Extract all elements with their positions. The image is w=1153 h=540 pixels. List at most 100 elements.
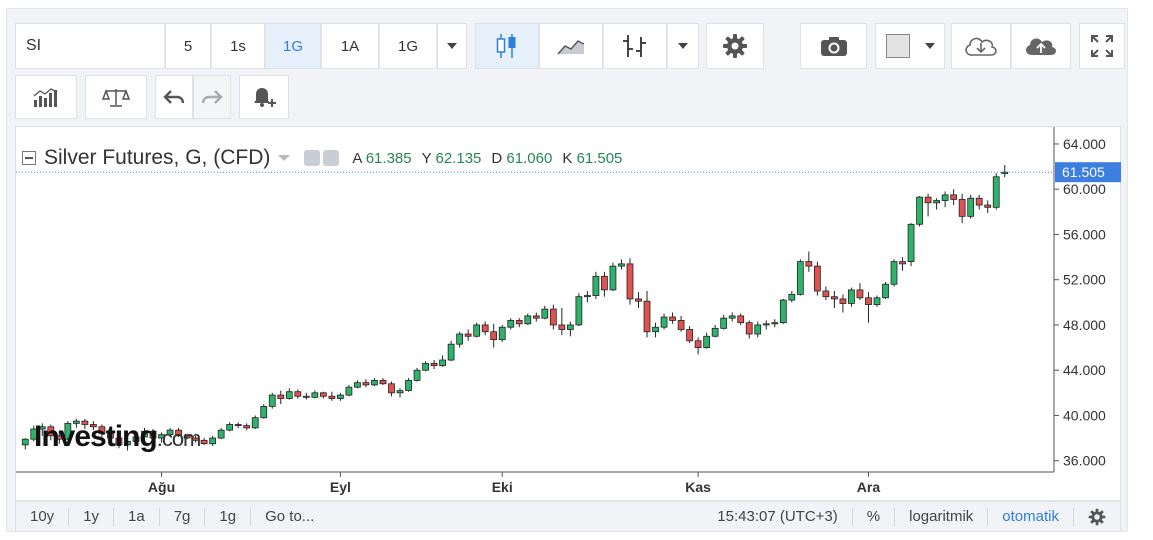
candle[interactable] bbox=[813, 261, 821, 296]
candle[interactable] bbox=[38, 423, 46, 436]
redo-button[interactable] bbox=[193, 75, 231, 119]
candle[interactable] bbox=[21, 438, 29, 450]
candle[interactable] bbox=[532, 312, 540, 322]
candle[interactable] bbox=[98, 424, 106, 437]
candle[interactable] bbox=[890, 259, 898, 287]
bars-style-button[interactable] bbox=[603, 23, 667, 69]
candle[interactable] bbox=[354, 380, 361, 389]
candle[interactable] bbox=[916, 196, 923, 227]
candle[interactable] bbox=[30, 425, 38, 442]
candle[interactable] bbox=[362, 379, 370, 388]
candle[interactable] bbox=[992, 173, 1000, 210]
candle[interactable] bbox=[422, 361, 429, 372]
candles-style-button[interactable] bbox=[475, 23, 539, 69]
candle[interactable] bbox=[771, 319, 779, 328]
candle[interactable] bbox=[779, 298, 787, 324]
candle[interactable] bbox=[260, 404, 268, 419]
screenshot-button[interactable] bbox=[800, 23, 867, 69]
candle[interactable] bbox=[601, 271, 608, 297]
interval-5[interactable]: 5 bbox=[165, 23, 211, 69]
load-layout-button[interactable] bbox=[951, 23, 1011, 69]
candle[interactable] bbox=[984, 200, 992, 213]
candle[interactable] bbox=[865, 292, 872, 323]
candle[interactable] bbox=[158, 432, 165, 443]
candle[interactable] bbox=[703, 332, 711, 349]
candle[interactable] bbox=[856, 283, 864, 301]
area-style-button[interactable] bbox=[539, 23, 603, 69]
gear-icon[interactable] bbox=[323, 150, 340, 166]
candle[interactable] bbox=[294, 389, 302, 399]
candle[interactable] bbox=[907, 223, 915, 267]
candle[interactable] bbox=[660, 313, 668, 330]
candle[interactable] bbox=[183, 433, 191, 440]
candle[interactable] bbox=[217, 427, 225, 440]
candle[interactable] bbox=[924, 193, 932, 217]
undo-button[interactable] bbox=[155, 75, 193, 119]
candle[interactable] bbox=[226, 422, 234, 432]
chart-settings-button[interactable] bbox=[1073, 507, 1120, 526]
candle[interactable] bbox=[848, 287, 855, 307]
candle[interactable] bbox=[243, 423, 251, 431]
candle[interactable] bbox=[677, 315, 685, 332]
candle[interactable] bbox=[831, 291, 838, 308]
candle[interactable] bbox=[762, 320, 770, 330]
candle[interactable] bbox=[311, 390, 319, 399]
candle[interactable] bbox=[473, 322, 481, 338]
candle[interactable] bbox=[251, 415, 259, 430]
candle[interactable] bbox=[1001, 165, 1009, 178]
candle[interactable] bbox=[490, 323, 498, 348]
candle[interactable] bbox=[81, 418, 89, 430]
candle[interactable] bbox=[933, 198, 940, 210]
interval-dropdown[interactable] bbox=[437, 23, 467, 69]
candle[interactable] bbox=[166, 427, 174, 437]
goto-date-button[interactable]: Go to... bbox=[265, 508, 315, 525]
candle[interactable] bbox=[754, 321, 762, 338]
log-scale-toggle[interactable]: logaritmik bbox=[894, 507, 987, 526]
candle[interactable] bbox=[200, 438, 208, 445]
candle[interactable] bbox=[609, 262, 617, 292]
candle[interactable] bbox=[124, 440, 131, 451]
candle[interactable] bbox=[234, 422, 242, 428]
candle[interactable] bbox=[899, 257, 906, 271]
candle[interactable] bbox=[728, 312, 736, 322]
interval-1g[interactable]: 1G bbox=[379, 23, 437, 69]
candle[interactable] bbox=[515, 318, 523, 328]
candle[interactable] bbox=[209, 435, 217, 446]
candle[interactable] bbox=[319, 391, 327, 399]
candle[interactable] bbox=[481, 321, 489, 336]
range-10y[interactable]: 10y bbox=[16, 507, 70, 526]
range-7g[interactable]: 7g bbox=[160, 507, 206, 526]
candle[interactable] bbox=[618, 259, 625, 270]
candle[interactable] bbox=[456, 331, 464, 348]
candle[interactable] bbox=[975, 194, 983, 210]
candle[interactable] bbox=[711, 324, 719, 338]
style-dropdown[interactable] bbox=[667, 23, 699, 69]
candle[interactable] bbox=[575, 293, 583, 327]
candle[interactable] bbox=[737, 313, 745, 325]
candle[interactable] bbox=[379, 378, 387, 385]
candle[interactable] bbox=[430, 360, 438, 370]
color-picker-button[interactable] bbox=[875, 23, 945, 69]
candle[interactable] bbox=[132, 434, 140, 445]
auto-scale-toggle[interactable]: otomatik bbox=[987, 507, 1073, 526]
candle[interactable] bbox=[788, 291, 796, 303]
candle[interactable] bbox=[839, 294, 847, 313]
candle[interactable] bbox=[686, 326, 693, 344]
interval-1a[interactable]: 1A bbox=[321, 23, 379, 69]
candle[interactable] bbox=[396, 388, 404, 398]
candle[interactable] bbox=[643, 291, 651, 338]
candle[interactable] bbox=[447, 340, 455, 362]
candle[interactable] bbox=[694, 337, 702, 355]
candle[interactable] bbox=[337, 392, 344, 401]
candle[interactable] bbox=[558, 307, 566, 336]
candle[interactable] bbox=[388, 381, 395, 397]
candle[interactable] bbox=[345, 384, 353, 397]
candle[interactable] bbox=[302, 392, 310, 400]
candle[interactable] bbox=[549, 304, 557, 330]
eye-icon[interactable] bbox=[304, 150, 321, 166]
candle[interactable] bbox=[541, 305, 549, 320]
candle[interactable] bbox=[566, 321, 574, 337]
alert-button[interactable] bbox=[239, 75, 289, 119]
candle[interactable] bbox=[669, 312, 676, 324]
candle[interactable] bbox=[55, 431, 63, 444]
